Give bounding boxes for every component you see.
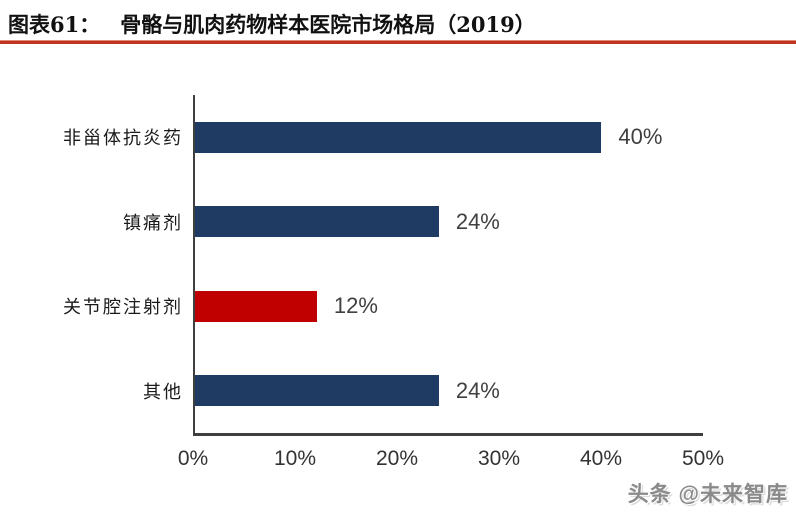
bar-row: 非甾体抗炎药 40% bbox=[63, 95, 703, 180]
bar bbox=[195, 121, 602, 153]
figure-number-label: 图表61： bbox=[8, 12, 101, 37]
category-label: 非甾体抗炎药 bbox=[63, 128, 183, 150]
bar-value-label: 12% bbox=[333, 293, 378, 319]
bar-value-label: 24% bbox=[455, 377, 500, 403]
bar-chart-plot-area: 非甾体抗炎药 40% 镇痛剂 24% 关节腔注射剂 12% 其他 24% bbox=[63, 95, 703, 436]
bar bbox=[195, 290, 317, 322]
x-tick-label: 0% bbox=[177, 447, 209, 470]
watermark-text: 头条 @未来智库 bbox=[627, 483, 788, 506]
bar-value-label: 40% bbox=[618, 124, 663, 150]
category-label: 其他 bbox=[143, 381, 183, 403]
figure-title: 骨骼与肌肉药物样本医院市场格局（2019） bbox=[120, 12, 536, 37]
header-divider-rule bbox=[0, 40, 796, 44]
bar-row: 镇痛剂 24% bbox=[123, 180, 703, 265]
figure-header: 图表61： 骨骼与肌肉药物样本医院市场格局（2019） bbox=[8, 9, 536, 39]
x-tick-label: 50% bbox=[681, 447, 725, 470]
bar bbox=[195, 375, 439, 407]
bar-row: 其他 24% bbox=[143, 349, 703, 434]
category-label: 镇痛剂 bbox=[123, 212, 183, 234]
bar bbox=[195, 206, 439, 238]
x-tick-label: 10% bbox=[273, 447, 317, 470]
x-axis-tick-labels: 0% 10% 20% 30% 40% 50% bbox=[178, 445, 724, 473]
x-tick-label: 30% bbox=[477, 447, 521, 470]
x-tick-label: 40% bbox=[579, 447, 623, 470]
bar-row: 关节腔注射剂 12% bbox=[63, 264, 703, 349]
bar-value-label: 24% bbox=[455, 208, 500, 234]
x-tick-label: 20% bbox=[375, 447, 419, 470]
category-label: 关节腔注射剂 bbox=[63, 297, 183, 319]
